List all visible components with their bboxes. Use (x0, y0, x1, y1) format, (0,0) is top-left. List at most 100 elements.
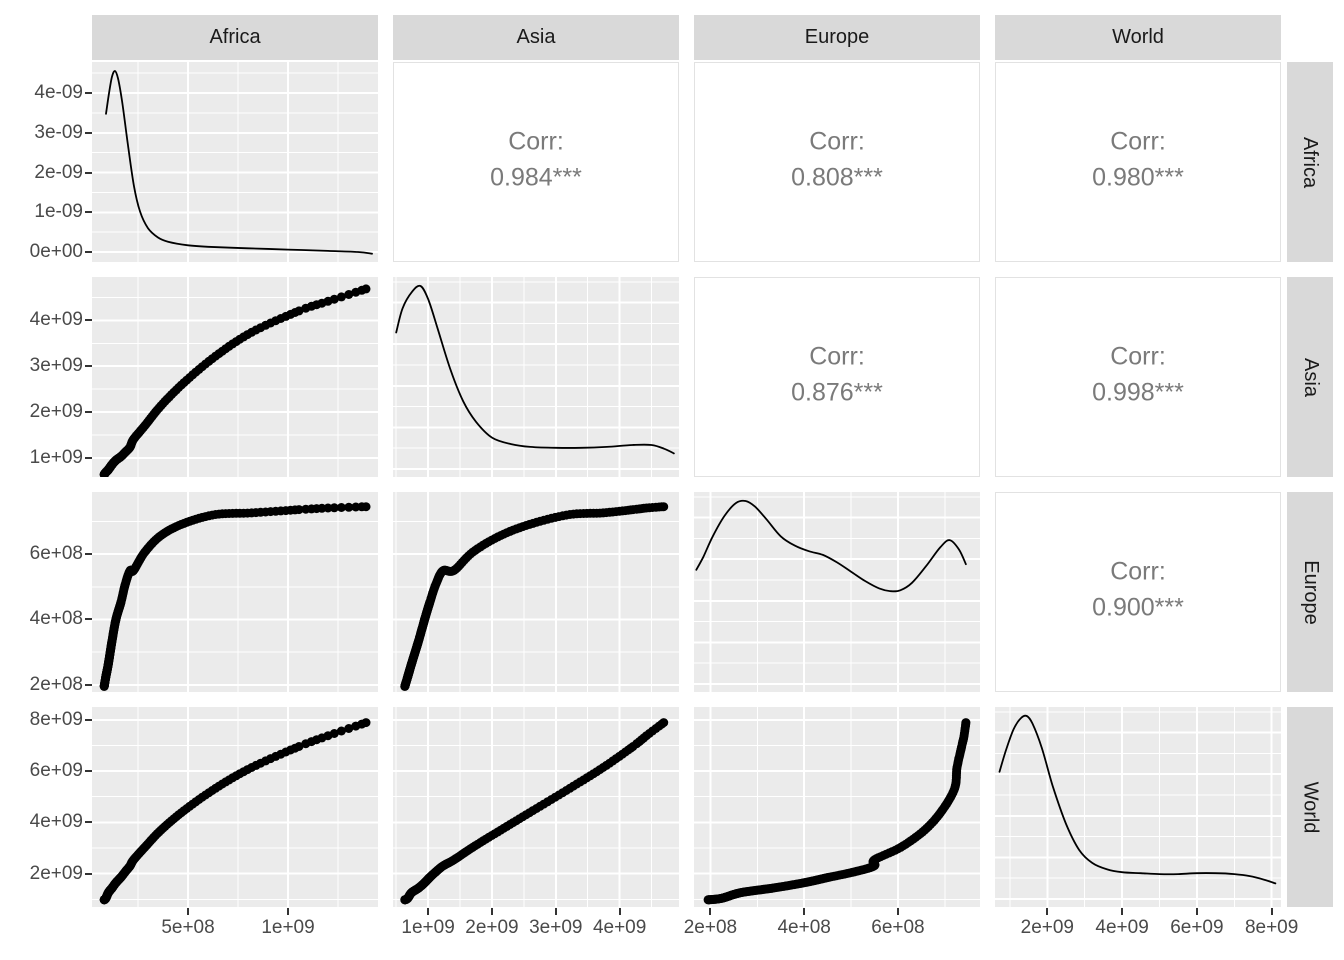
y-tick-label-3e-09: 3e-09 (34, 121, 83, 143)
column-strip-asia: Asia (393, 15, 679, 60)
corr-panel-africa-asia: Corr: 0.984*** (393, 62, 679, 262)
y-tick-label-4e+09: 4e+09 (29, 309, 83, 331)
row-strip-label: Asia (1299, 357, 1322, 397)
x-axis-tick (1121, 908, 1124, 915)
x-tick-label-8e+09: 8e+09 (1244, 917, 1299, 938)
row-strip-label: World (1299, 781, 1322, 833)
x-tick-label-3e+09: 3e+09 (529, 917, 583, 938)
corr-value: 0.984*** (490, 163, 582, 192)
y-tick-label-2e+09: 2e+09 (29, 401, 83, 422)
x-axis-tick (618, 908, 621, 915)
y-tick-label-2e+09: 2e+09 (29, 862, 83, 884)
y-axis-tick (85, 618, 92, 621)
y-tick-label-6e+08: 6e+08 (29, 543, 83, 565)
x-axis-tick (1195, 908, 1198, 915)
column-strip-label: Europe (804, 26, 870, 48)
corr-label: Corr: (508, 127, 564, 156)
corr-panel-africa-europe: Corr: 0.808*** (694, 62, 980, 262)
y-tick-label-4e+09: 4e+09 (29, 811, 83, 833)
y-axis-tick (85, 211, 92, 214)
x-tick-label-2e+08: 2e+08 (683, 917, 738, 938)
scatter-panel-world-vs-asia (393, 707, 679, 907)
y-tick-label-2e+08: 2e+08 (29, 673, 83, 695)
corr-value: 0.980*** (1092, 163, 1184, 192)
corr-panel-asia-world: Corr: 0.998*** (995, 277, 1281, 477)
x-axis-tick (490, 908, 493, 915)
corr-value: 0.900*** (1092, 593, 1184, 622)
corr-label: Corr: (809, 127, 865, 156)
column-strip-label: World (1112, 26, 1164, 48)
column-strip-africa: Africa (92, 15, 378, 60)
row-strip-label: Africa (1299, 136, 1322, 188)
y-tick-label-1e-09: 1e-09 (34, 201, 83, 223)
y-tick-label-8e+09: 8e+09 (29, 708, 83, 730)
corr-panel-europe-world: Corr: 0.900*** (995, 492, 1281, 692)
x-axis-tick (427, 908, 430, 915)
corr-value: 0.998*** (1092, 378, 1184, 407)
y-axis-tick (85, 456, 92, 459)
x-tick-label-5e+08: 5e+08 (161, 917, 215, 938)
row-strip-europe: Europe (1287, 492, 1333, 692)
x-axis-tick (1270, 908, 1273, 915)
corr-label: Corr: (1110, 342, 1166, 371)
x-tick-label-6e+08: 6e+08 (871, 917, 925, 938)
corr-value: 0.876*** (791, 378, 883, 407)
y-tick-label-6e+09: 6e+09 (29, 760, 83, 782)
y-tick-label-4e-09: 4e-09 (34, 82, 83, 103)
corr-label: Corr: (809, 342, 865, 371)
corr-label: Corr: (1110, 127, 1166, 156)
row-strip-asia: Asia (1287, 277, 1333, 477)
density-panel-asia (393, 277, 679, 477)
x-tick-label-6e+09: 6e+09 (1170, 917, 1224, 938)
y-axis-tick (85, 683, 92, 686)
y-axis-tick (85, 251, 92, 254)
y-axis-tick (85, 131, 92, 134)
x-axis-tick (287, 908, 289, 915)
corr-panel-asia-europe: Corr: 0.876*** (694, 277, 980, 477)
y-axis-tick (85, 411, 92, 413)
density-panel-world (995, 707, 1281, 907)
density-panel-europe (694, 492, 980, 692)
x-axis-tick (187, 908, 189, 915)
x-tick-label-2e+09: 2e+09 (465, 917, 519, 938)
scatter-panel-world-vs-africa (92, 707, 378, 907)
y-axis-tick (85, 553, 92, 556)
y-tick-label-4e+08: 4e+08 (29, 608, 83, 630)
x-axis-tick (709, 908, 712, 915)
x-axis-tick (803, 908, 806, 915)
column-strip-label: Africa (209, 26, 261, 48)
corr-value: 0.808*** (791, 163, 883, 192)
row-strip-africa: Africa (1287, 62, 1333, 262)
x-tick-label-4e+08: 4e+08 (777, 917, 831, 938)
x-axis-tick (896, 908, 899, 915)
column-strip-label: Asia (516, 26, 556, 48)
y-axis-tick (85, 92, 92, 94)
x-tick-label-4e+09: 4e+09 (1095, 917, 1149, 938)
x-axis-tick (1046, 908, 1049, 915)
x-tick-label-1e+09: 1e+09 (401, 917, 455, 938)
x-tick-label-2e+09: 2e+09 (1020, 917, 1075, 938)
column-strip-world: World (995, 15, 1281, 60)
column-strip-europe: Europe (694, 15, 980, 60)
y-axis-tick (85, 319, 92, 322)
x-tick-label-4e+09: 4e+09 (592, 917, 647, 938)
y-axis-tick (85, 718, 92, 721)
y-axis-tick (85, 872, 92, 875)
density-panel-africa (92, 62, 378, 262)
y-axis-tick (85, 365, 92, 368)
corr-panel-africa-world: Corr: 0.980*** (995, 62, 1281, 262)
x-tick-label-1e+09: 1e+09 (261, 917, 315, 938)
x-axis-tick (554, 908, 557, 915)
corr-label: Corr: (1110, 557, 1166, 586)
scatter-panel-europe-vs-asia (393, 492, 679, 692)
row-strip-world: World (1287, 707, 1333, 907)
y-tick-label-2e-09: 2e-09 (34, 161, 83, 183)
y-tick-label-3e+09: 3e+09 (29, 355, 83, 377)
y-axis-tick (85, 171, 92, 174)
scatter-panel-europe-vs-africa (92, 492, 378, 692)
y-axis-tick (85, 821, 92, 824)
scatter-panel-asia-vs-africa (92, 277, 378, 477)
y-tick-label-1e+09: 1e+09 (29, 446, 83, 468)
y-tick-label-0e+00: 0e+00 (29, 241, 83, 263)
